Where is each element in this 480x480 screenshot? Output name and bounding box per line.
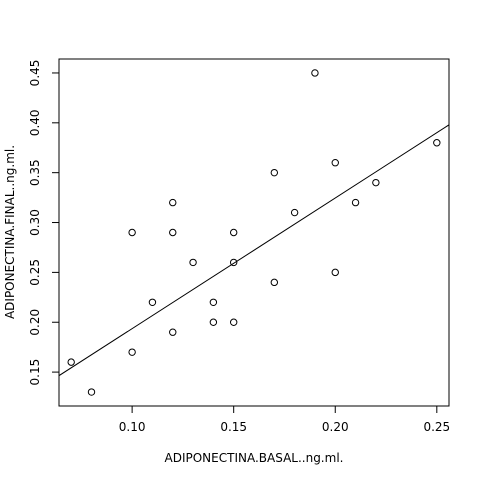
y-tick-label: 0.35 bbox=[28, 159, 42, 186]
x-axis-label: ADIPONECTINA.BASAL..ng.ml. bbox=[165, 451, 344, 465]
x-tick-label: 0.15 bbox=[220, 420, 247, 434]
data-point bbox=[128, 228, 136, 237]
data-point bbox=[331, 159, 339, 167]
data-point bbox=[209, 298, 218, 306]
data-point bbox=[67, 358, 75, 366]
data-point bbox=[372, 178, 380, 187]
y-tick-label: 0.20 bbox=[28, 309, 42, 336]
y-tick-label: 0.45 bbox=[28, 60, 42, 87]
y-tick-label: 0.15 bbox=[28, 359, 42, 386]
data-point bbox=[290, 208, 299, 217]
data-point bbox=[311, 69, 319, 77]
data-point bbox=[87, 388, 96, 396]
data-point bbox=[331, 268, 339, 277]
y-tick-label: 0.40 bbox=[28, 109, 42, 136]
y-tick-label: 0.25 bbox=[28, 259, 42, 286]
data-point bbox=[189, 258, 197, 267]
x-axis: 0.10 0.15 0.20 0.25 bbox=[119, 405, 450, 434]
data-point bbox=[169, 228, 177, 237]
y-axis-label: ADIPONECTINA.FINAL..ng.ml. bbox=[3, 145, 17, 319]
y-tick-label: 0.30 bbox=[28, 209, 42, 236]
x-tick-label: 0.10 bbox=[119, 420, 146, 434]
data-point bbox=[169, 328, 177, 336]
data-point bbox=[209, 318, 218, 326]
data-point bbox=[270, 278, 279, 287]
data-point bbox=[229, 228, 238, 237]
data-point bbox=[148, 298, 157, 306]
y-axis: 0.15 0.20 0.25 0.30 0.35 0.40 0.45 bbox=[28, 60, 60, 386]
data-point bbox=[229, 318, 238, 326]
plot-area bbox=[59, 69, 449, 396]
x-tick-label: 0.25 bbox=[423, 420, 450, 434]
data-point bbox=[169, 198, 177, 207]
x-tick-label: 0.20 bbox=[322, 420, 349, 434]
regression-line bbox=[59, 124, 449, 377]
data-point bbox=[433, 139, 441, 147]
data-point bbox=[351, 198, 360, 207]
data-point bbox=[270, 168, 279, 177]
data-point bbox=[229, 258, 238, 267]
data-point bbox=[128, 348, 136, 356]
